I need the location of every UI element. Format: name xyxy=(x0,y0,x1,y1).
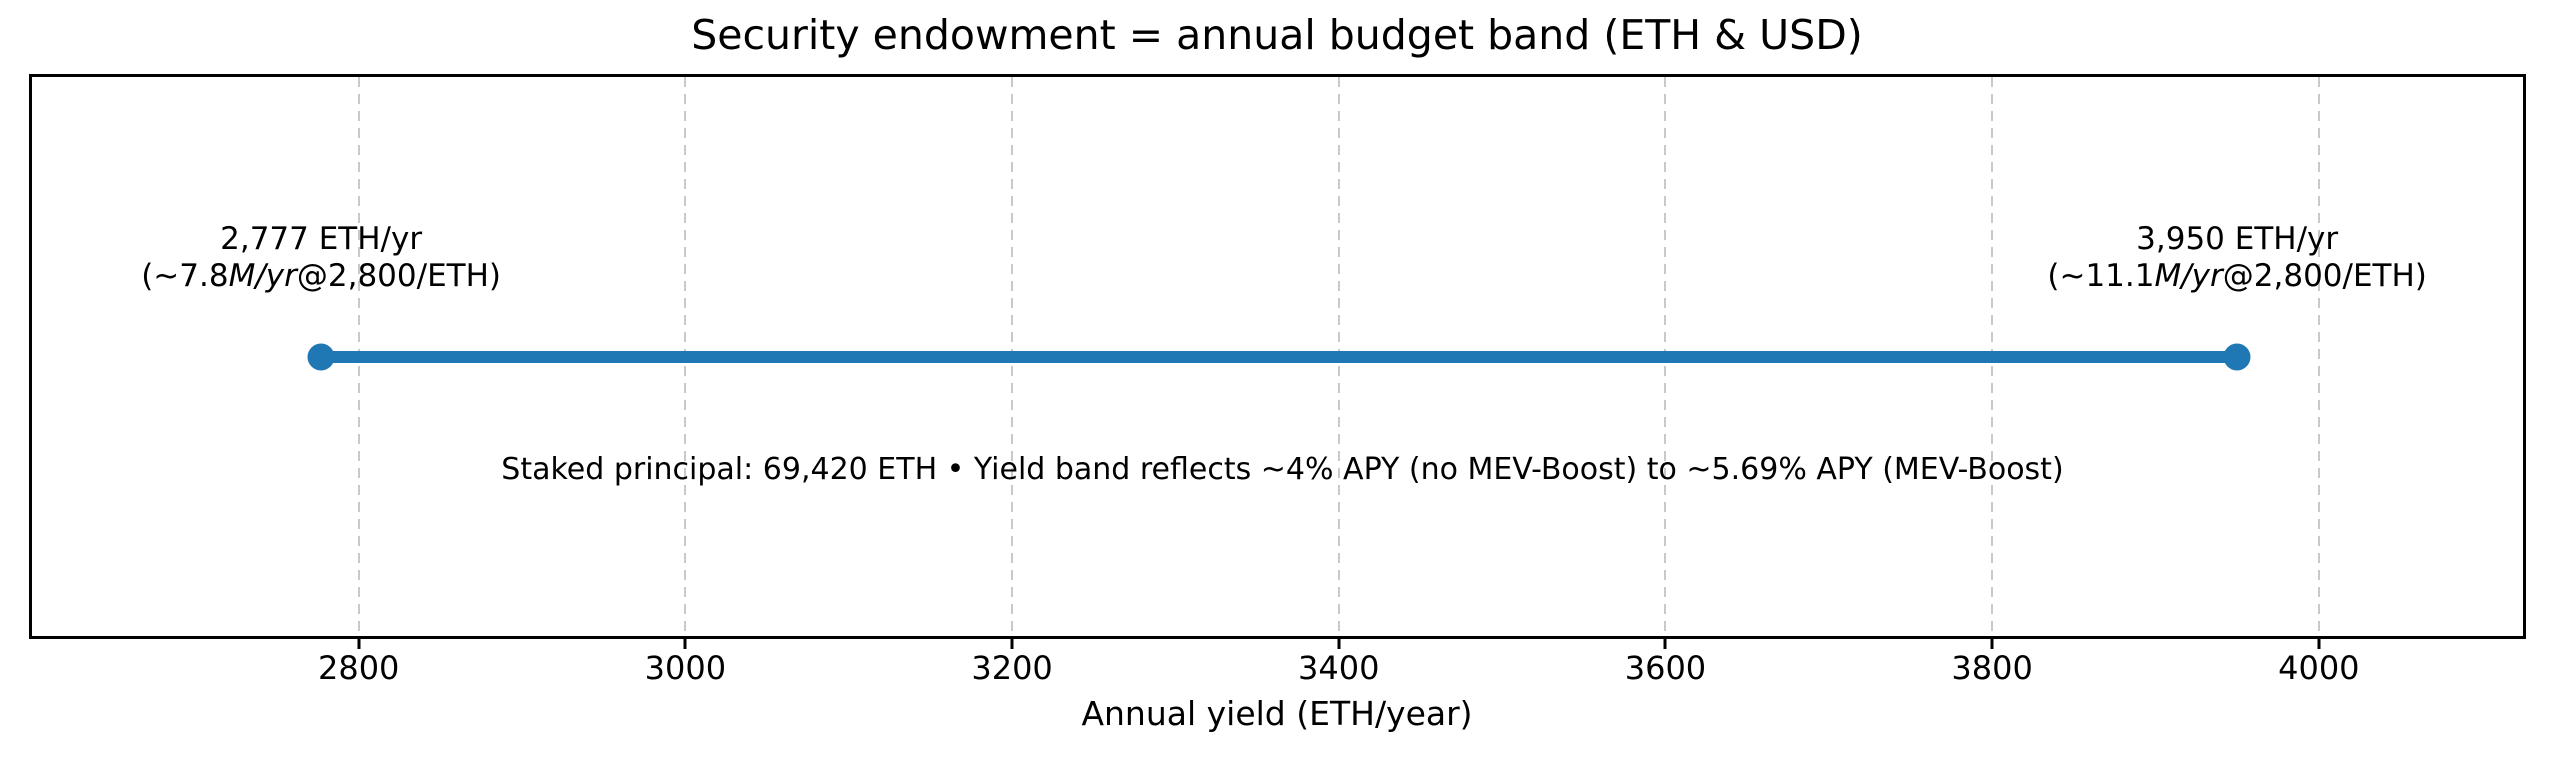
band-start-marker xyxy=(307,343,335,371)
endpoint-eth-per-year: 3,950 ETH/yr xyxy=(2136,221,2339,257)
x-tick-label-3400: 3400 xyxy=(1298,649,1380,687)
x-tick-label-3800: 3800 xyxy=(1951,649,2033,687)
band-end-marker xyxy=(2223,343,2251,371)
gridline-4000 xyxy=(2317,77,2320,636)
endpoint-label-high: 3,950 ETH/yr (~11.1M/yr@2,800/ETH) xyxy=(2047,221,2427,295)
staked-principal-annotation: Staked principal: 69,420 ETH • Yield ban… xyxy=(501,452,2064,487)
x-tick-3800 xyxy=(1990,636,1994,649)
x-tick-label-4000: 4000 xyxy=(2278,649,2360,687)
endpoint-usd-per-year: (~11.1M/yr@2,800/ETH) xyxy=(2047,258,2427,294)
x-tick-4000 xyxy=(2317,636,2321,649)
plot-area: Staked principal: 69,420 ETH • Yield ban… xyxy=(29,74,2526,686)
x-tick-3200 xyxy=(1010,636,1014,649)
endpoint-eth-per-year: 2,777 ETH/yr xyxy=(220,221,423,257)
x-tick-label-3000: 3000 xyxy=(644,649,727,687)
x-tick-2800 xyxy=(357,636,361,649)
x-tick-label-2800: 2800 xyxy=(317,649,400,687)
x-tick-3600 xyxy=(1663,636,1667,649)
x-tick-label-3600: 3600 xyxy=(1624,649,1707,687)
x-tick-3400 xyxy=(1337,636,1341,649)
endpoint-label-low: 2,777 ETH/yr (~7.8M/yr@2,800/ETH) xyxy=(141,221,501,295)
x-tick-3000 xyxy=(683,636,687,649)
endpoint-usd-per-year: (~7.8M/yr@2,800/ETH) xyxy=(141,258,502,294)
x-tick-label-3200: 3200 xyxy=(971,649,1053,687)
chart-title: Security endowment = annual budget band … xyxy=(691,11,1863,59)
x-axis-label: Annual yield (ETH/year) xyxy=(1081,694,1473,733)
budget-band-line xyxy=(321,351,2238,364)
